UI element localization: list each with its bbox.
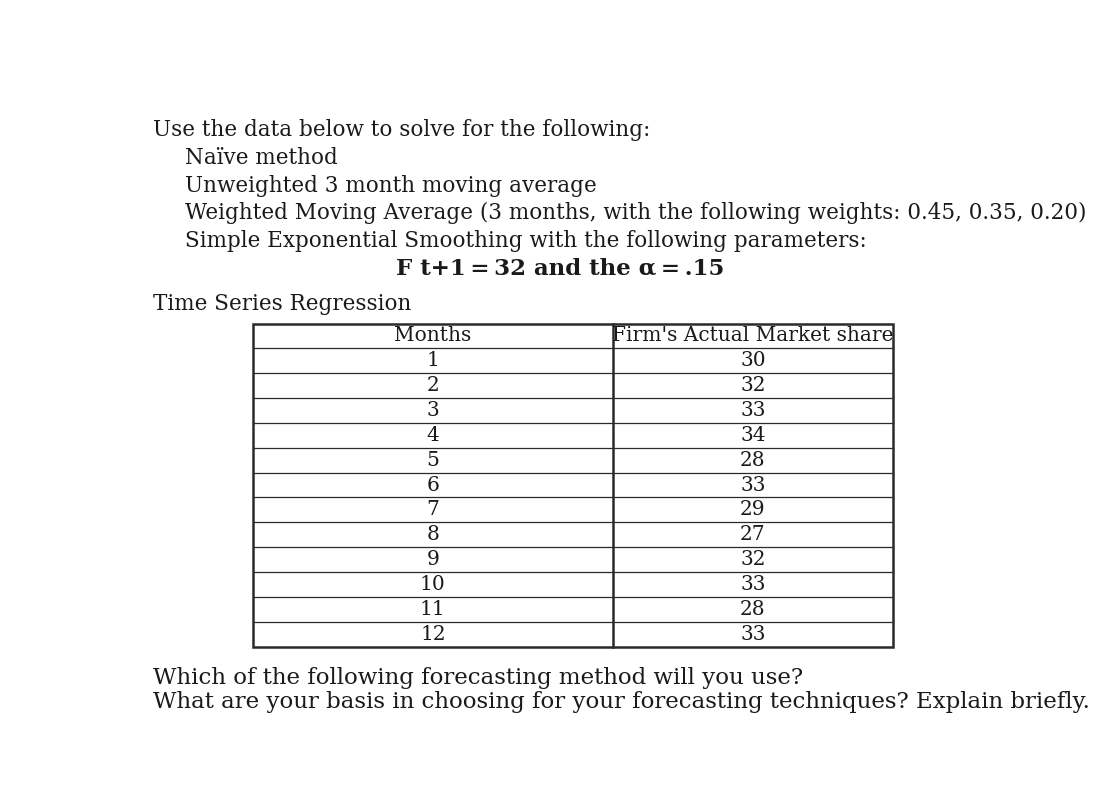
Text: Time Series Regression: Time Series Regression: [153, 292, 412, 315]
Text: Use the data below to solve for the following:: Use the data below to solve for the foll…: [153, 119, 651, 141]
Text: 29: 29: [740, 500, 765, 519]
Bar: [253, 324, 893, 646]
Text: Weighted Moving Average (3 months, with the following weights: 0.45, 0.35, 0.20): Weighted Moving Average (3 months, with …: [185, 202, 1086, 225]
Text: 33: 33: [740, 625, 765, 643]
Text: Simple Exponential Smoothing with the following parameters:: Simple Exponential Smoothing with the fo…: [185, 230, 866, 252]
Text: 33: 33: [740, 475, 765, 495]
Text: Which of the following forecasting method will you use?: Which of the following forecasting metho…: [153, 667, 803, 689]
Text: 9: 9: [426, 550, 439, 569]
Text: 8: 8: [426, 525, 439, 544]
Text: Months: Months: [394, 327, 471, 345]
Text: Unweighted 3 month moving average: Unweighted 3 month moving average: [185, 175, 597, 197]
Text: 5: 5: [426, 451, 439, 470]
Text: 3: 3: [426, 401, 439, 420]
Text: 34: 34: [740, 426, 765, 445]
Text: F t+1 = 32 and the α = .15: F t+1 = 32 and the α = .15: [395, 258, 724, 280]
Text: 32: 32: [740, 550, 765, 569]
Text: 33: 33: [740, 575, 765, 594]
Text: 28: 28: [740, 600, 765, 618]
Text: 27: 27: [740, 525, 765, 544]
Text: 30: 30: [740, 352, 765, 370]
Text: 28: 28: [740, 451, 765, 470]
Text: 12: 12: [421, 625, 446, 643]
Text: 6: 6: [426, 475, 439, 495]
Text: Naïve method: Naïve method: [185, 147, 337, 169]
Text: 7: 7: [426, 500, 439, 519]
Text: Firm's Actual Market share: Firm's Actual Market share: [612, 327, 894, 345]
Text: 1: 1: [426, 352, 439, 370]
Text: 2: 2: [426, 376, 439, 396]
Text: 33: 33: [740, 401, 765, 420]
Text: 4: 4: [426, 426, 439, 445]
Text: 11: 11: [419, 600, 446, 618]
Text: What are your basis in choosing for your forecasting techniques? Explain briefly: What are your basis in choosing for your…: [153, 691, 1090, 713]
Text: 10: 10: [419, 575, 446, 594]
Text: 32: 32: [740, 376, 765, 396]
